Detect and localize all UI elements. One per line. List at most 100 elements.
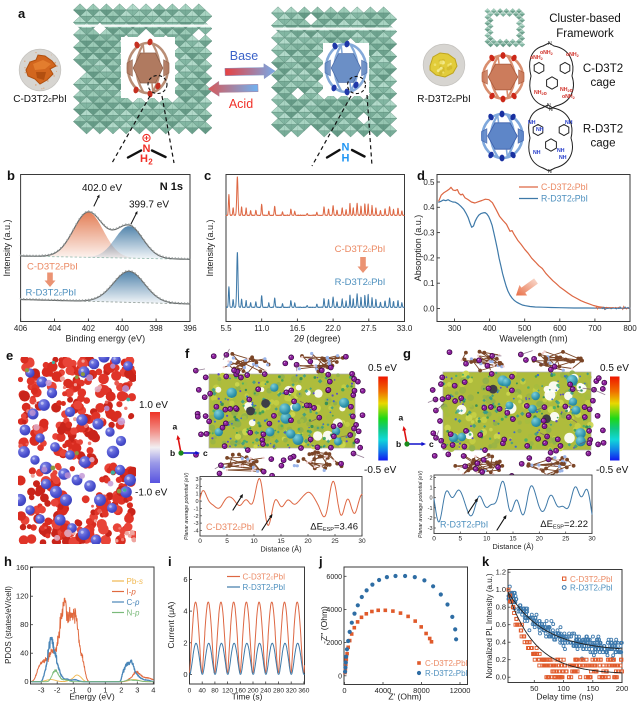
svg-text:0: 0 xyxy=(338,673,342,680)
svg-text:Planar average potential (eV): Planar average potential (eV) xyxy=(418,470,424,538)
svg-text:-4: -4 xyxy=(194,529,199,535)
svg-text:0.5 eV: 0.5 eV xyxy=(600,363,629,374)
svg-text:NH: NH xyxy=(559,155,567,161)
svg-text:NH: NH xyxy=(565,120,573,126)
svg-text:399.7 eV: 399.7 eV xyxy=(129,200,169,211)
svg-text:200: 200 xyxy=(616,684,629,693)
svg-text:40: 40 xyxy=(20,649,28,658)
svg-text:200: 200 xyxy=(247,688,258,695)
svg-text:0: 0 xyxy=(24,677,28,686)
svg-text:C-D3T2cPbI: C-D3T2cPbI xyxy=(27,262,78,273)
svg-text:100: 100 xyxy=(557,684,570,693)
svg-text:N: N xyxy=(548,41,552,47)
svg-text:20: 20 xyxy=(304,538,312,545)
svg-text:0: 0 xyxy=(195,499,198,505)
svg-text:0.5 eV: 0.5 eV xyxy=(368,363,397,374)
svg-text:0: 0 xyxy=(198,538,202,545)
svg-text:5.5: 5.5 xyxy=(220,324,232,333)
svg-text:-2: -2 xyxy=(54,686,61,695)
svg-text:120: 120 xyxy=(222,688,233,695)
svg-text:N: N xyxy=(549,107,553,113)
svg-text:0: 0 xyxy=(183,670,187,679)
svg-text:Distance (Å): Distance (Å) xyxy=(260,545,302,554)
svg-text:1: 1 xyxy=(429,486,432,492)
svg-text:150: 150 xyxy=(587,684,600,693)
svg-text:R-D3T2cPbI: R-D3T2cPbI xyxy=(440,520,488,530)
svg-text:2000: 2000 xyxy=(326,640,342,647)
svg-text:33.0: 33.0 xyxy=(397,324,413,333)
svg-text:cage: cage xyxy=(591,77,616,89)
svg-text:500: 500 xyxy=(518,324,532,333)
svg-text:Acid: Acid xyxy=(229,97,253,111)
svg-text:0.4: 0.4 xyxy=(423,203,435,212)
svg-text:120: 120 xyxy=(16,592,29,601)
svg-text:Intensity (a.u.): Intensity (a.u.) xyxy=(2,219,12,276)
svg-text:a: a xyxy=(399,413,404,423)
svg-text:280: 280 xyxy=(273,688,284,695)
svg-text:NH: NH xyxy=(528,120,536,126)
svg-text:0: 0 xyxy=(429,496,432,502)
svg-text:b: b xyxy=(170,448,175,458)
svg-text:0: 0 xyxy=(342,686,346,695)
svg-text:400: 400 xyxy=(116,324,130,333)
svg-text:c: c xyxy=(429,439,434,449)
svg-text:-0.5 eV: -0.5 eV xyxy=(364,465,397,476)
svg-text:a: a xyxy=(173,422,178,432)
svg-text:50: 50 xyxy=(530,684,538,693)
svg-text:25: 25 xyxy=(562,536,570,543)
svg-text:f: f xyxy=(185,346,190,361)
svg-text:N: N xyxy=(548,169,552,175)
svg-text:6000: 6000 xyxy=(326,574,342,581)
svg-text:Pb-s: Pb-s xyxy=(127,577,143,586)
svg-text:4000: 4000 xyxy=(375,686,392,695)
svg-text:0.2: 0.2 xyxy=(423,254,435,263)
svg-text:e: e xyxy=(6,348,13,363)
svg-text:R-D3T2: R-D3T2 xyxy=(583,124,623,136)
svg-text:-3: -3 xyxy=(194,521,199,527)
svg-text:80: 80 xyxy=(20,620,28,629)
svg-text:N 1s: N 1s xyxy=(160,181,183,193)
svg-text:NH2o: NH2o xyxy=(560,87,573,94)
svg-text:g: g xyxy=(403,346,411,361)
svg-text:1: 1 xyxy=(195,492,198,498)
svg-text:a: a xyxy=(18,6,26,21)
svg-text:160: 160 xyxy=(235,688,246,695)
svg-text:C-D3T2cPbI: C-D3T2cPbI xyxy=(425,659,468,668)
svg-text:-1.0 eV: -1.0 eV xyxy=(135,488,168,499)
svg-text:402: 402 xyxy=(82,324,96,333)
svg-text:Delay time (ns): Delay time (ns) xyxy=(536,692,593,702)
svg-text:0.8: 0.8 xyxy=(496,603,506,612)
svg-text:0.1: 0.1 xyxy=(423,279,435,288)
svg-text:320: 320 xyxy=(286,688,297,695)
svg-text:-1: -1 xyxy=(428,506,433,512)
svg-text:20: 20 xyxy=(536,536,544,543)
svg-text:4: 4 xyxy=(151,686,155,695)
svg-text:-1: -1 xyxy=(70,686,77,695)
svg-text:30: 30 xyxy=(588,536,596,543)
svg-text:406: 406 xyxy=(14,324,28,333)
svg-text:C-D3T2cPbI: C-D3T2cPbI xyxy=(13,94,67,105)
svg-text:cage: cage xyxy=(591,138,616,150)
svg-text:0.3: 0.3 xyxy=(423,228,435,237)
svg-text:360: 360 xyxy=(298,688,309,695)
svg-text:4000: 4000 xyxy=(326,607,342,614)
svg-text:1.0: 1.0 xyxy=(496,585,506,594)
svg-text:-Z'' (Ohm): -Z'' (Ohm) xyxy=(319,606,329,644)
svg-text:H: H xyxy=(140,153,148,165)
svg-text:16.5: 16.5 xyxy=(290,324,306,333)
svg-text:PDOS (states/eV/cell): PDOS (states/eV/cell) xyxy=(4,586,13,664)
svg-text:Base: Base xyxy=(230,49,259,63)
svg-text:C-D3T2cPbI: C-D3T2cPbI xyxy=(206,522,254,532)
svg-text:0: 0 xyxy=(188,688,192,695)
svg-text:10: 10 xyxy=(250,538,258,545)
svg-text:Current (μA): Current (μA) xyxy=(166,601,176,648)
svg-text:700: 700 xyxy=(588,324,602,333)
svg-text:R-D3T2cPbI: R-D3T2cPbI xyxy=(541,194,588,204)
svg-text:2θ (degree): 2θ (degree) xyxy=(294,334,340,344)
svg-text:C-D3T2cPbI: C-D3T2cPbI xyxy=(570,575,613,584)
svg-text:oNH2: oNH2 xyxy=(540,50,553,56)
svg-text:i: i xyxy=(168,554,172,569)
svg-text:oNH2: oNH2 xyxy=(566,52,579,58)
svg-text:160: 160 xyxy=(16,563,29,572)
svg-text:C-D3T2cPbI: C-D3T2cPbI xyxy=(335,244,386,255)
